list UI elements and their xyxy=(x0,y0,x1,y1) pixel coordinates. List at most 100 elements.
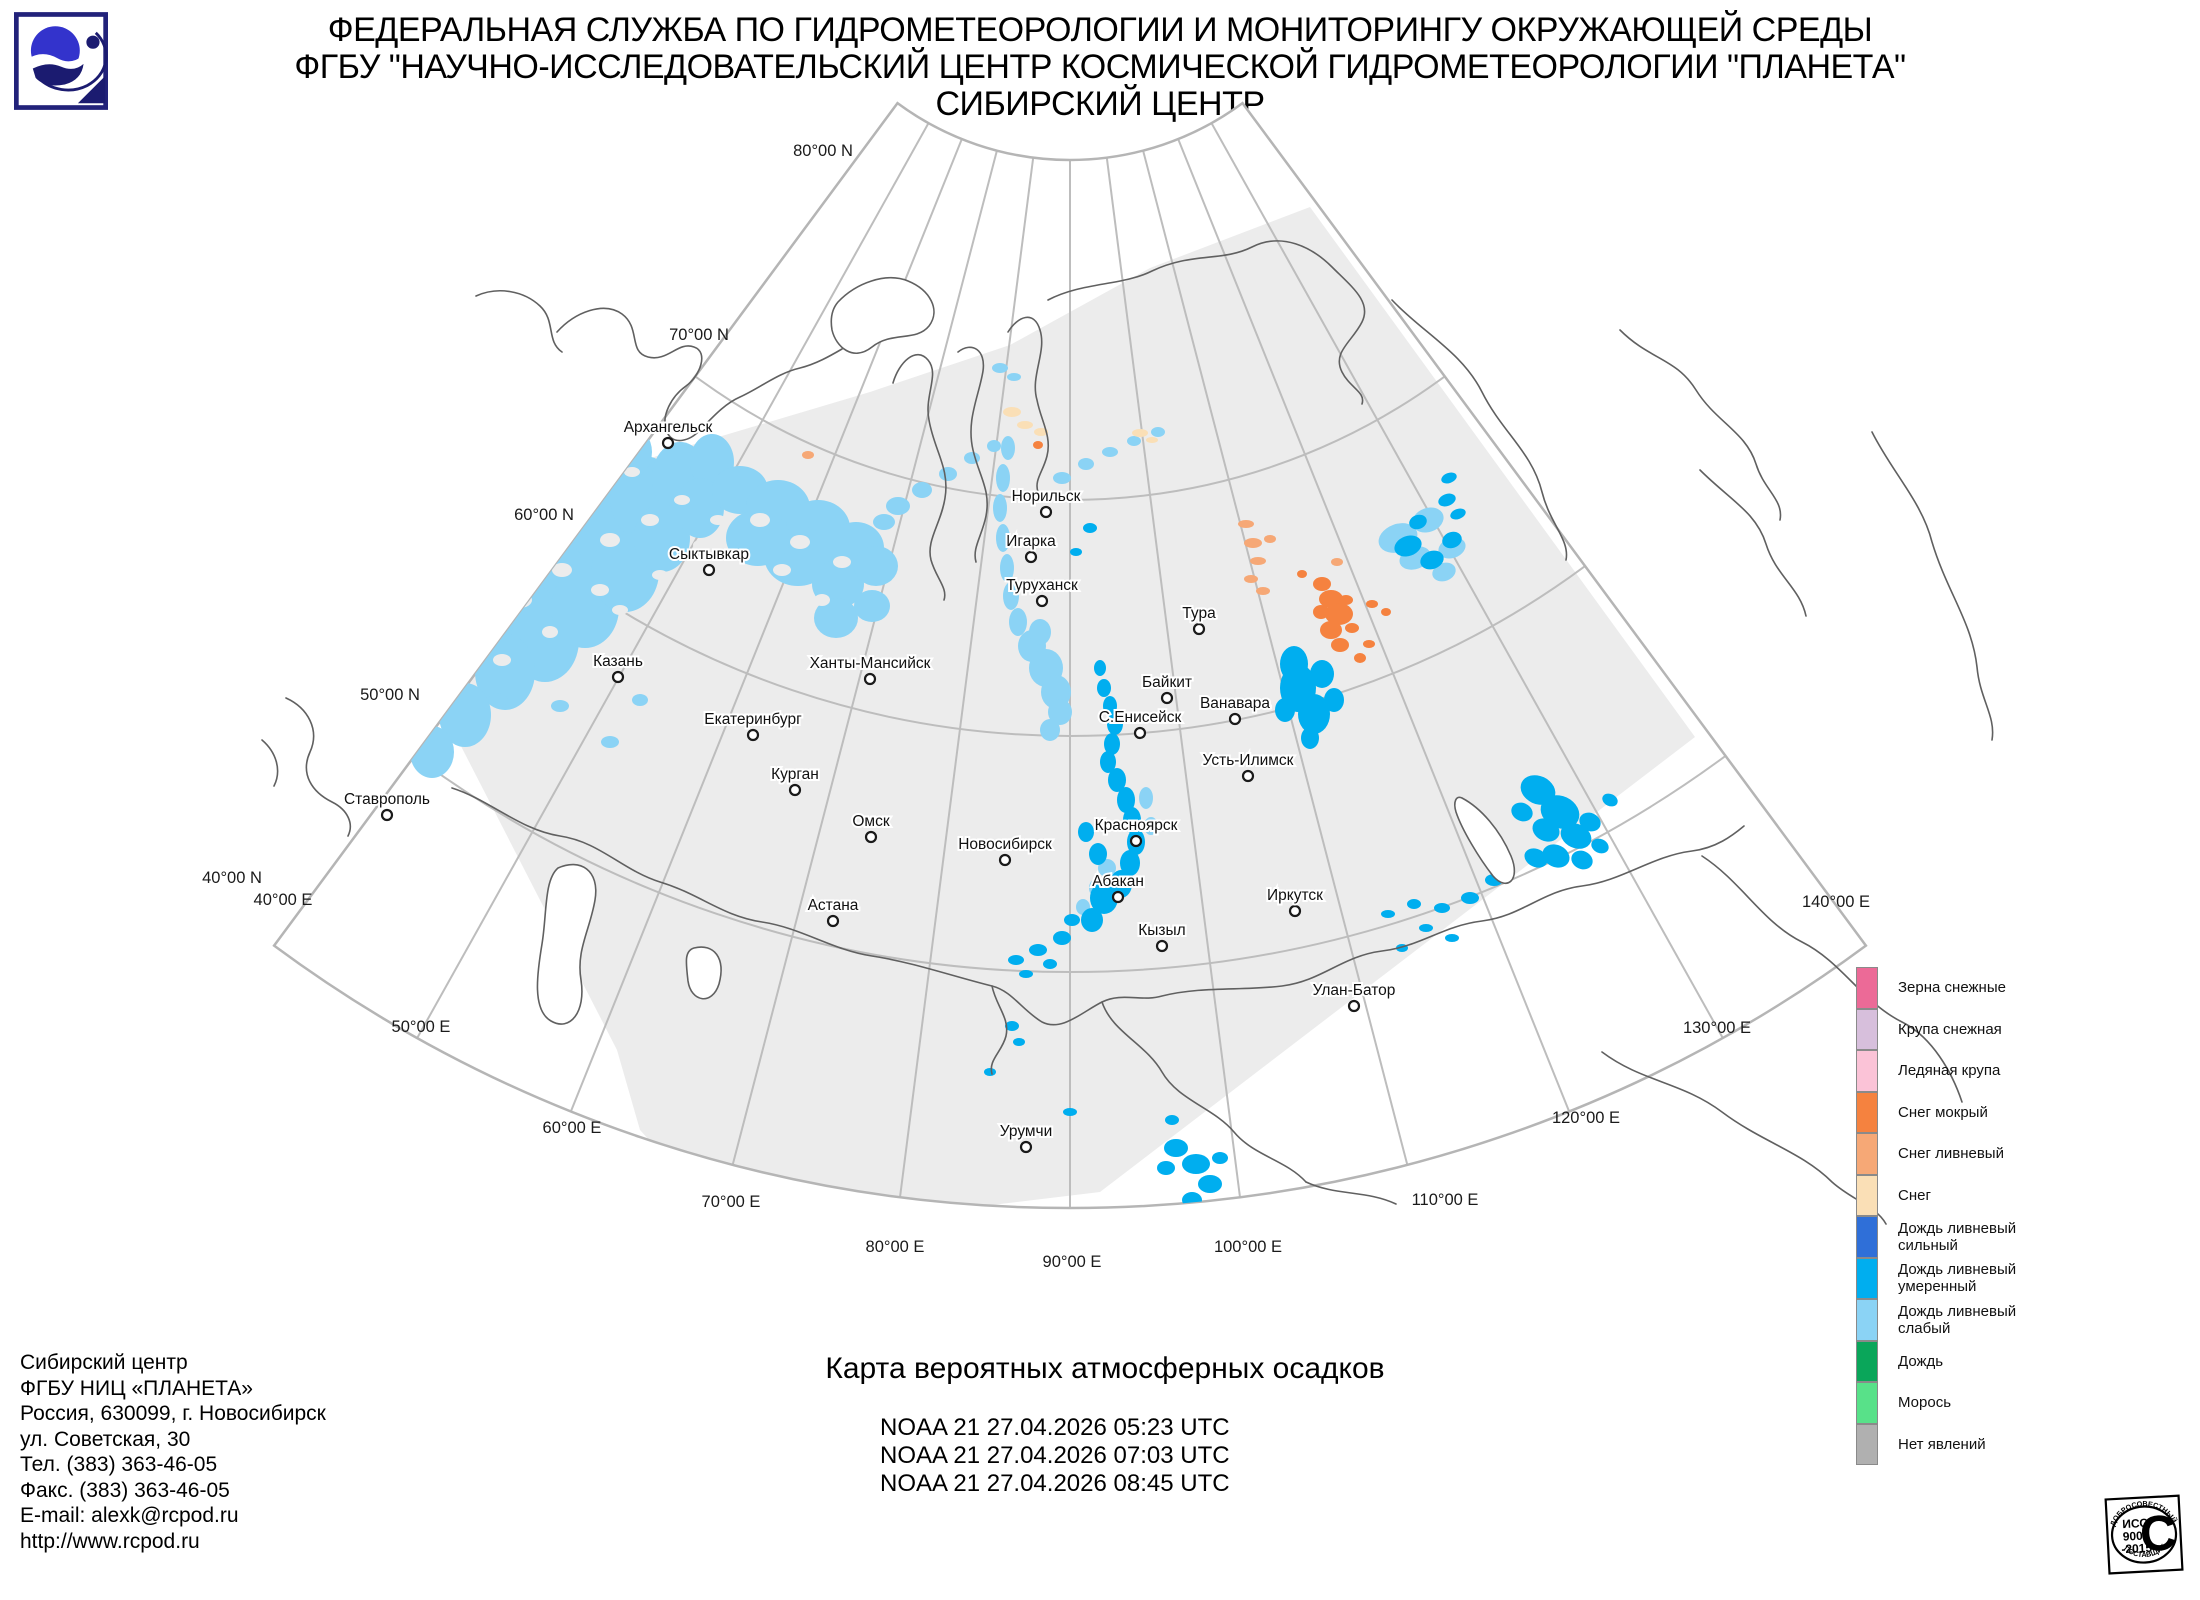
rain-shower-moderate-area-blob xyxy=(1100,751,1116,773)
rain-shower-moderate-area-blob xyxy=(1409,514,1427,530)
planeta-logo-icon xyxy=(14,12,108,110)
coastline-path xyxy=(990,985,1008,1075)
rain-shower-moderate-area-blob xyxy=(1123,807,1141,833)
legend-entry: Дождь ливневый умеренный xyxy=(1856,1257,2016,1299)
legend-entry: Снег мокрый xyxy=(1856,1091,2016,1133)
wet-snow-area-blob xyxy=(1345,623,1359,633)
rain-shower-moderate-area-blob xyxy=(984,1068,996,1076)
legend-entry: Снег ливневый xyxy=(1856,1133,2016,1175)
rain-shower-weak-area-blob xyxy=(987,440,1001,452)
rain-shower-weak-area-blob xyxy=(1144,817,1158,835)
contact-line: E-mail: alexk@rcpod.ru xyxy=(20,1504,239,1527)
texture-hole xyxy=(407,705,423,715)
city-marker: С.Енисейск xyxy=(1097,707,1184,740)
grid-label: 80°00 E xyxy=(866,1238,925,1256)
city-dot xyxy=(1024,550,1038,564)
grid-label: 110°00 E xyxy=(1412,1191,1479,1209)
city-dot xyxy=(380,808,394,822)
rain-shower-moderate-area-blob xyxy=(1107,713,1123,735)
city-label: Туруханск xyxy=(1006,577,1078,594)
texture-hole xyxy=(522,540,538,550)
rain-shower-moderate-area-blob xyxy=(1420,550,1444,570)
city-dot xyxy=(702,563,716,577)
rain-shower-moderate-area-blob xyxy=(1450,508,1466,520)
grid-label: 90°00 E xyxy=(1043,1253,1102,1271)
city-marker: Ставрополь xyxy=(342,789,432,822)
rain-shower-moderate-area-blob xyxy=(1532,818,1560,842)
rain-shower-weak-area-blob xyxy=(939,467,957,481)
city-marker: Сыктывкар xyxy=(667,544,751,577)
rain-shower-weak-area-blob xyxy=(992,363,1008,373)
rain-shower-weak-area-blob xyxy=(488,693,508,707)
rain-shower-moderate-area-blob xyxy=(1070,548,1082,556)
meridian-line xyxy=(1210,122,1724,1039)
city-markers: Архангельск Сыктывкар Казань Ставрополь Нори… xyxy=(342,417,1397,1154)
texture-hole xyxy=(493,654,511,666)
rain-shower-moderate-area-blob xyxy=(1104,733,1120,755)
header-line-2: ФГБУ "НАУЧНО-ИССЛЕДОВАТЕЛЬСКИЙ ЦЕНТР КОС… xyxy=(294,48,1906,86)
grid-label: 60°00 E xyxy=(543,1119,602,1137)
satellite-pass-list: NOAA 21 27.04.2026 05:23 UTC NOAA 21 27.0… xyxy=(880,1414,1230,1498)
texture-hole xyxy=(446,602,464,614)
noaa-pass-line: NOAA 21 27.04.2026 05:23 UTC xyxy=(880,1414,1230,1441)
wet-snow-area-blob xyxy=(1313,605,1329,619)
rain-shower-moderate-area-blob xyxy=(1083,523,1097,533)
coastline-path xyxy=(261,739,279,787)
city-dot xyxy=(1039,505,1053,519)
city-label: Екатеринбург xyxy=(704,711,802,728)
city-marker: Архангельск xyxy=(622,417,715,450)
meridian-line xyxy=(731,150,998,1166)
legend-entry: Дождь xyxy=(1856,1340,2016,1382)
wet-snow-area-blob xyxy=(1033,441,1043,449)
legend-label: Крупа снежная xyxy=(1898,1020,2002,1038)
rain-shower-moderate-area-blob xyxy=(1280,646,1308,682)
snow-shower-area-blob xyxy=(802,451,814,459)
wet-snow-area-blob xyxy=(1354,653,1366,663)
rain-shower-moderate-area-blob xyxy=(1275,698,1295,722)
rain-shower-moderate-area-blob xyxy=(1298,694,1330,734)
grid-label: 130°00 E xyxy=(1683,1019,1751,1037)
city-marker: Тура xyxy=(1180,603,1218,636)
rain-shower-moderate-area-blob xyxy=(1078,822,1094,842)
city-dot xyxy=(1288,904,1302,918)
grid-label: 100°00 E xyxy=(1214,1238,1282,1256)
texture-hole xyxy=(710,515,726,525)
city-label: Ванавара xyxy=(1200,695,1270,712)
legend-color-swatch xyxy=(1856,1340,1878,1382)
rain-shower-weak-area-blob xyxy=(1053,472,1071,484)
rain-shower-weak-area-blob xyxy=(854,590,890,622)
grid-label: 60°00 N xyxy=(514,506,574,524)
rain-shower-moderate-area-blob xyxy=(1029,944,1047,956)
snow-area-blob xyxy=(1034,428,1048,436)
texture-hole xyxy=(750,513,770,527)
texture-hole xyxy=(674,495,690,505)
city-label: Ставрополь xyxy=(344,791,430,808)
city-label: Архангельск xyxy=(624,419,713,436)
rain-shower-weak-area-blob xyxy=(300,682,332,730)
legend-color-swatch xyxy=(1856,1216,1878,1258)
rain-shower-weak-area-blob xyxy=(1127,436,1141,446)
rain-shower-weak-area-blob xyxy=(726,510,790,566)
rain-shower-moderate-area-blob xyxy=(1445,934,1459,942)
snow-area-blob xyxy=(1003,407,1021,417)
city-marker: Ванавара xyxy=(1198,693,1272,726)
svg-text:С: С xyxy=(2138,1504,2177,1562)
rain-shower-weak-area-blob xyxy=(996,524,1010,552)
legend-label: Зерна снежные xyxy=(1898,979,2006,997)
rain-shower-weak-area-blob xyxy=(330,634,374,694)
city-label: Кызыл xyxy=(1138,922,1185,939)
iso-9001-stamp: С ДОБРОСОВЕСТНЫЙ ПОСТАВЩИК ИСО 9001 -2015 xyxy=(2104,1492,2186,1576)
legend-entry: Крупа снежная xyxy=(1856,1008,2016,1050)
rain-shower-weak-area-blob xyxy=(1078,458,1094,470)
rain-shower-moderate-area-blob xyxy=(1173,1222,1191,1234)
snow-shower-area-blob xyxy=(1331,558,1343,566)
coastline-path xyxy=(957,346,988,563)
legend-color-swatch xyxy=(1856,1423,1878,1465)
texture-hole xyxy=(814,594,830,606)
svg-text:ИСО: ИСО xyxy=(2122,1516,2149,1531)
city-dot xyxy=(1160,691,1174,705)
city-dot xyxy=(1347,999,1361,1013)
coastline-path xyxy=(1699,469,1807,617)
